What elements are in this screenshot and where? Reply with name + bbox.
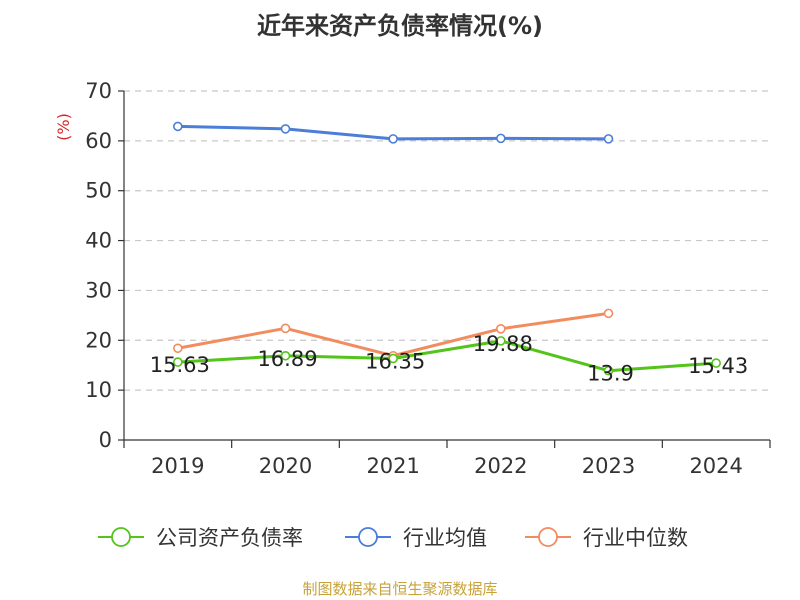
legend-label: 行业均值 — [403, 526, 487, 550]
data-labels: 15.63 16.89 16.35 19.88 13.9 15.43 — [150, 332, 748, 386]
data-point[interactable] — [280, 350, 291, 361]
data-point[interactable] — [173, 121, 183, 132]
data-label: 19.88 — [473, 332, 533, 356]
legend-item[interactable]: 行业中位数 — [525, 526, 688, 550]
legend-label: 行业中位数 — [583, 526, 688, 550]
data-point[interactable] — [496, 324, 506, 334]
x-tick-label: 2023 — [582, 454, 635, 478]
y-tick-label: 30 — [85, 278, 112, 302]
y-tick-label: 20 — [85, 328, 112, 352]
legend-swatch-marker — [358, 527, 378, 547]
axes: 0 10 20 30 40 50 60 70 2019 2020 2021 2022 2023 2024 — [85, 79, 771, 478]
x-tick-label: 2024 — [689, 454, 742, 478]
x-tick-label: 2022 — [474, 454, 527, 478]
legend-swatch-marker — [111, 527, 131, 547]
data-point[interactable] — [496, 133, 506, 144]
data-point[interactable] — [711, 358, 721, 368]
data-point[interactable] — [173, 357, 183, 367]
data-point[interactable] — [603, 134, 614, 144]
data-point[interactable] — [173, 343, 183, 354]
y-tick-label: 40 — [85, 229, 112, 253]
legend[interactable]: 公司资产负债率 行业均值 行业中位数 — [98, 526, 688, 550]
data-point[interactable] — [280, 323, 291, 334]
x-tick-label: 2021 — [366, 454, 419, 478]
legend-item[interactable]: 行业均值 — [345, 526, 487, 550]
y-tick-label: 50 — [85, 179, 112, 203]
data-label: 15.43 — [688, 354, 748, 378]
data-point[interactable] — [603, 308, 614, 319]
series-lines — [173, 121, 721, 376]
data-point[interactable] — [388, 353, 398, 364]
legend-swatch-marker — [538, 527, 558, 547]
legend-item[interactable]: 公司资产负债率 — [98, 526, 303, 550]
data-source-note: 制图数据来自恒生聚源数据库 — [302, 580, 498, 598]
y-tick-label: 60 — [85, 129, 112, 153]
data-point[interactable] — [280, 124, 291, 134]
data-label: 15.63 — [150, 353, 210, 377]
data-point[interactable] — [603, 365, 614, 376]
data-point[interactable] — [388, 134, 398, 144]
x-tick-label: 2020 — [259, 454, 312, 478]
data-label: 13.9 — [587, 362, 634, 386]
legend-label: 公司资产负债率 — [156, 526, 303, 550]
series-line — [177, 339, 717, 373]
data-point[interactable] — [496, 336, 506, 346]
y-tick-label: 0 — [99, 428, 112, 452]
data-label: 16.35 — [365, 349, 425, 373]
chart-title: 近年来资产负债率情况(%) — [257, 12, 543, 40]
grid-lines — [124, 90, 770, 391]
x-tick-label: 2019 — [151, 454, 204, 478]
data-label: 16.89 — [257, 347, 317, 371]
y-axis-unit-label: (%) — [54, 113, 73, 141]
y-tick-label: 70 — [85, 79, 112, 103]
y-tick-label: 10 — [85, 378, 112, 402]
